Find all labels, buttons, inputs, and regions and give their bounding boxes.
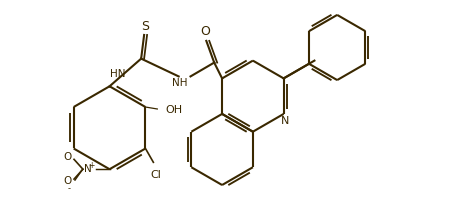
Text: Cl: Cl [150, 170, 161, 180]
Text: S: S [141, 20, 149, 33]
Text: O: O [200, 25, 210, 38]
Text: N: N [84, 164, 91, 174]
Text: -: - [67, 184, 70, 194]
Text: HN: HN [109, 69, 125, 79]
Text: OH: OH [165, 105, 182, 115]
Text: O: O [63, 176, 71, 186]
Text: O: O [63, 152, 71, 162]
Text: +: + [88, 161, 94, 170]
Text: N: N [280, 116, 288, 126]
Text: NH: NH [172, 78, 187, 88]
